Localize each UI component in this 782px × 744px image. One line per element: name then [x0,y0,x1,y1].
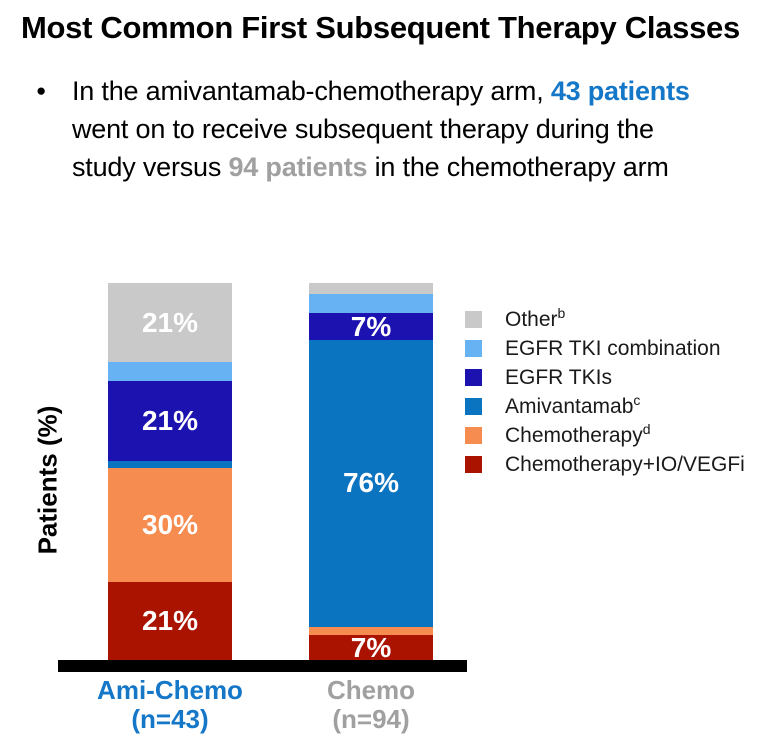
legend-swatch-icon [465,340,482,357]
category-label: Ami-Chemo [97,675,243,705]
legend-label: EGFR TKI combination [505,337,721,360]
y-axis-label: Patients (%) [32,405,63,555]
bar-segment-egfr-tki-combination [309,294,433,314]
bar-segment-egfr-tkis: 7% [309,312,433,340]
legend-label: Otherb [505,305,566,331]
bullet-text-part: went on to receive subsequent therapy du… [72,114,654,182]
bullet-text-part: In the amivantamab-chemotherapy arm, [72,76,551,106]
legend-footnote-marker: d [642,421,651,437]
x-axis-category-ami-chemo: Ami-Chemo (n=43) [70,676,270,734]
legend-swatch-icon [465,369,482,386]
bar-segment-other: 21% [108,283,232,363]
bullet-highlight-43-patients: 43 patients [550,76,690,106]
bar-segment-egfr-tkis: 21% [108,381,232,461]
x-axis-category-chemo: Chemo (n=94) [271,676,471,734]
legend-swatch-icon [465,311,482,328]
bullet-text-part: in the chemotherapy arm [367,152,669,182]
legend-swatch-icon [465,398,482,415]
bullet-text: In the amivantamab-chemotherapy arm, 43 … [72,72,708,186]
bar-segment-chemotherapy-io-vegfi: 7% [309,633,433,661]
legend-label: Chemotherapyd [505,421,651,447]
legend-label: Chemotherapy+IO/VEGFi [505,453,745,476]
bar-segment-chemotherapy-io-vegfi: 21% [108,581,232,661]
bar-segment-egfr-tki-combination [108,362,232,382]
legend-row-other: Otherb [465,305,745,331]
legend-row-chemotherapy-io-vegfi: Chemotherapy+IO/VEGFi [465,453,745,476]
bar-segment-amivantamab: 76% [309,339,433,627]
legend-label: Amivantamabc [505,392,641,418]
x-axis-line [58,660,467,672]
legend-footnote-marker: b [557,305,566,321]
bar-segment-chemotherapy: 30% [108,468,232,582]
bullet-item: ● In the amivantamab-chemotherapy arm, 4… [36,72,708,186]
legend-label: EGFR TKIs [505,366,612,389]
bar-segment-chemotherapy [309,627,433,635]
stacked-bar-ami-chemo: 21% 30% 21% 21% [108,283,232,661]
bullet-highlight-94-patients: 94 patients [228,152,368,182]
bullet-icon: ● [36,81,47,100]
legend-swatch-icon [465,456,482,473]
category-n: (n=94) [332,704,410,734]
bar-segment-amivantamab [108,460,232,469]
legend-row-egfr-tki-combination: EGFR TKI combination [465,337,745,360]
legend-swatch-icon [465,427,482,444]
chart-legend: Otherb EGFR TKI combination EGFR TKIs Amiva… [465,305,745,482]
legend-footnote-marker: c [633,392,641,408]
category-n: (n=43) [131,704,209,734]
page-title: Most Common First Subsequent Therapy Cla… [21,10,740,45]
legend-row-egfr-tkis: EGFR TKIs [465,366,745,389]
legend-row-chemotherapy: Chemotherapyd [465,421,745,447]
stacked-bar-chemo: 7% 76% 7% [309,283,433,661]
legend-row-amivantamab: Amivantamabc [465,392,745,418]
bar-segment-other [309,283,433,295]
category-label: Chemo [326,675,416,705]
